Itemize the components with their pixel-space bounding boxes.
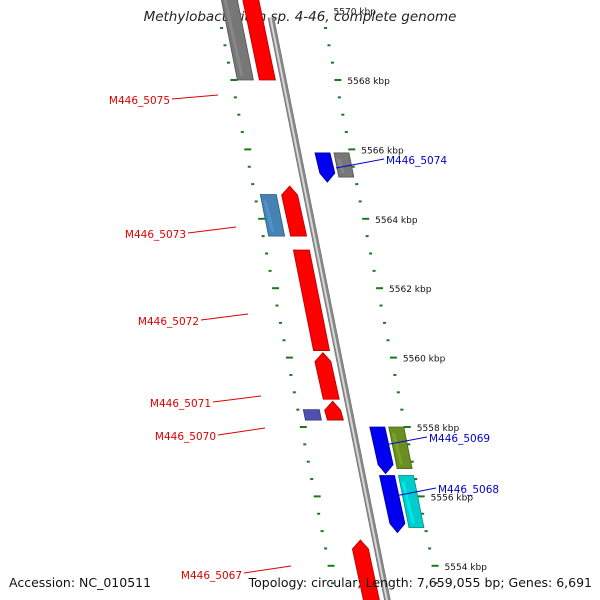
gene-leader-line xyxy=(335,158,385,169)
gene-feature-shine xyxy=(284,197,297,233)
gene-labels: M446_5075 M446_5074 M446_5073 M446_5072 M446… xyxy=(109,94,499,582)
gene-leader-line xyxy=(200,313,249,321)
gene-label[interactable]: M446_5073 xyxy=(125,229,186,241)
scale-label: 5570 kbp xyxy=(334,8,377,18)
gene-leader-line xyxy=(212,395,262,403)
scale-label: 5562 kbp xyxy=(389,285,432,295)
gene-feature-shine xyxy=(336,158,345,174)
gene-feature-shine xyxy=(317,158,326,174)
map-title: Methylobacterium sp. 4-46, complete geno… xyxy=(143,9,457,25)
gene-leader-line xyxy=(171,94,219,100)
scale-label: 5566 kbp xyxy=(361,146,404,156)
scale-label: 5558 kbp xyxy=(417,424,460,434)
gene-feature-shine xyxy=(317,363,330,396)
gene-label[interactable]: M446_5075 xyxy=(109,95,170,107)
gene-feature-shine xyxy=(355,550,370,597)
gene-label[interactable]: M446_5069 xyxy=(429,433,490,445)
gene-feature-shine xyxy=(401,481,415,524)
gene-label[interactable]: M446_5070 xyxy=(155,431,216,443)
scale-label: 5554 kbp xyxy=(445,563,488,573)
accession-text: Accession: NC_010511 xyxy=(9,575,152,590)
gene-feature xyxy=(302,409,322,421)
backbone-highlight xyxy=(269,18,388,600)
gene-feature-shine xyxy=(245,0,266,76)
gene-feature-shine xyxy=(263,200,275,233)
gene-leader-line xyxy=(243,565,292,574)
gene-label[interactable]: M446_5067 xyxy=(181,570,242,582)
gene-feature xyxy=(314,152,336,183)
gene-label[interactable]: M446_5072 xyxy=(138,316,199,328)
tick-marks-right xyxy=(323,26,439,585)
gene-label[interactable]: M446_5071 xyxy=(150,398,211,410)
gene-feature-shine xyxy=(382,481,396,524)
gene-features xyxy=(220,0,425,600)
scale-label: 5568 kbp xyxy=(347,77,390,87)
scale-label: 5560 kbp xyxy=(403,355,446,365)
tick-marks-left xyxy=(219,26,335,585)
gene-feature-shine xyxy=(327,412,334,417)
gene-feature xyxy=(324,400,344,421)
gene-feature-shine xyxy=(372,433,385,465)
gene-leader-line xyxy=(187,226,237,234)
gene-leader-line xyxy=(378,436,428,447)
gene-leader-line xyxy=(389,487,437,498)
genome-summary-text: Topology: circular; Length: 7,659,055 bp… xyxy=(248,575,592,590)
gene-feature-shine xyxy=(223,0,244,76)
gene-label[interactable]: M446_5068 xyxy=(438,484,499,496)
scale-label: 5556 kbp xyxy=(431,493,474,503)
backbone-track xyxy=(267,17,391,600)
gene-label[interactable]: M446_5074 xyxy=(386,155,447,167)
scale-labels: 5570 kbp 5568 kbp 5566 kbp 5564 kbp 5562 kbp… xyxy=(334,8,488,573)
gene-leader-line xyxy=(217,427,266,436)
gene-feature-shine xyxy=(296,256,320,347)
gene-feature-shine xyxy=(391,433,404,465)
scale-label: 5564 kbp xyxy=(375,216,418,226)
